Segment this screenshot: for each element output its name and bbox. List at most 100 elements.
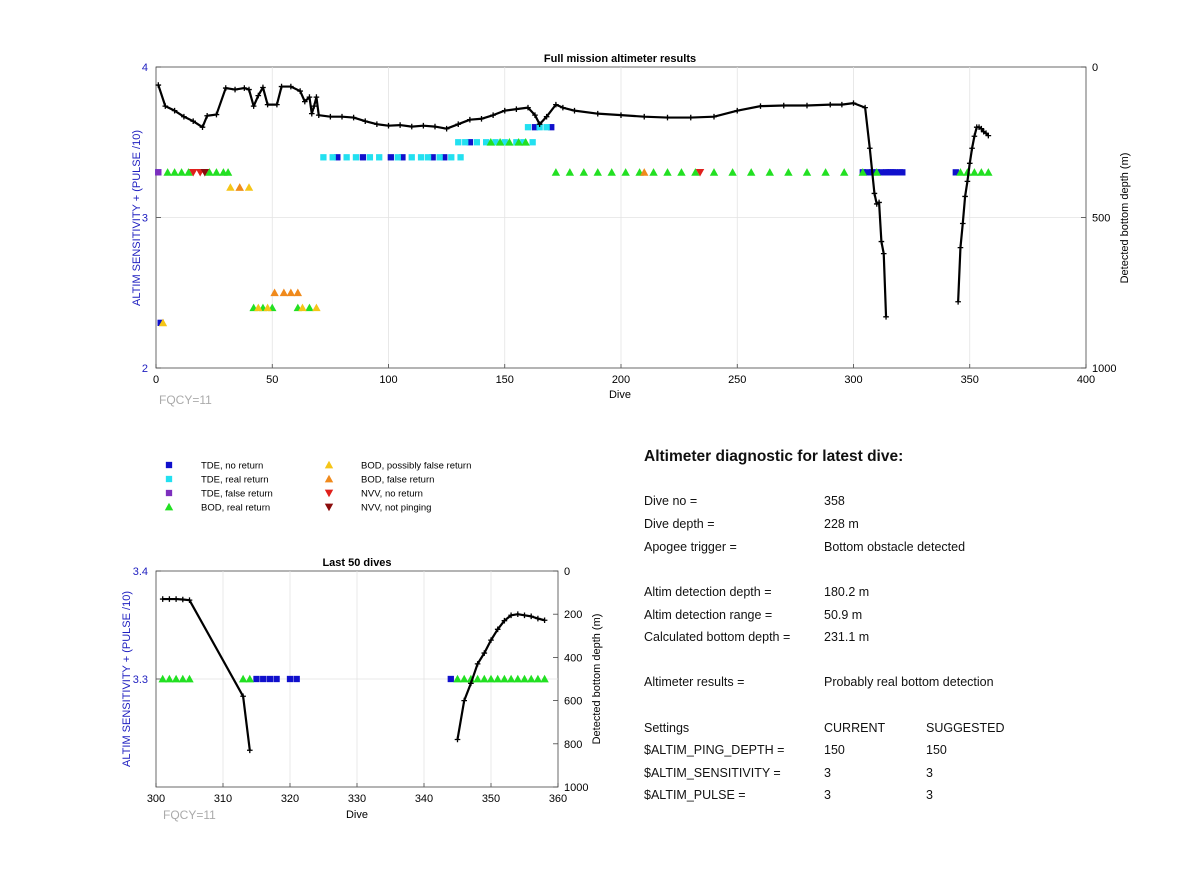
bod-real-return-marker (784, 168, 793, 176)
x-tick-label: 320 (281, 793, 299, 805)
bod-real-return-marker (621, 168, 630, 176)
diag-label: Calculated bottom depth = (644, 630, 791, 644)
setting-suggested: 150 (926, 743, 947, 757)
legend-label: TDE, real return (201, 475, 269, 486)
tde-real-return-marker (462, 139, 469, 146)
bod-false-return-marker (293, 288, 303, 297)
tde-no-return-marker (260, 675, 267, 683)
bod-real-return-marker (460, 674, 469, 683)
depth-point (880, 250, 887, 257)
bod-real-return-marker (486, 674, 496, 683)
tde-real-return-marker (408, 154, 415, 161)
nvv-no-return-marker (189, 168, 198, 177)
bod-real-return-marker (520, 674, 529, 683)
tde-no-return-marker (286, 675, 294, 683)
y-tick-label-right: 1000 (564, 782, 588, 794)
depth-point (250, 103, 257, 109)
depth-point (339, 113, 345, 120)
tde-no-return-marker (441, 154, 448, 161)
depth-point (467, 116, 473, 123)
tde-no-return-marker (864, 169, 871, 176)
depth-point (297, 88, 303, 94)
tde-real-return-marker (483, 139, 490, 146)
tde-no-return-marker (878, 169, 885, 176)
tde-real-return-marker (492, 139, 499, 146)
last50-grid (155, 570, 559, 788)
bod-real-return-marker (493, 674, 502, 683)
y-tick-label-right: 600 (564, 696, 582, 708)
y-tick-label-left: 3.4 (133, 566, 148, 578)
depth-point (515, 611, 521, 617)
bod-real-return-marker (521, 138, 530, 146)
depth-point (780, 102, 787, 109)
last50-y-tick-labels-left: 3.3 3.4 (133, 566, 148, 686)
depth-point (408, 123, 415, 130)
tde-real-return-marker (501, 139, 508, 146)
depth-point (264, 101, 271, 108)
depth-point (964, 178, 971, 185)
depth-point (501, 107, 508, 114)
bod-possibly-false-return-marker (263, 303, 272, 312)
depth-point (397, 122, 403, 128)
last50-x-axis-label: Dive (346, 809, 368, 821)
bod-real-return-marker (691, 168, 700, 176)
bod-real-return-marker (821, 168, 830, 176)
tde-no-return-marker (266, 675, 274, 683)
y-tick-label-right: 1000 (1092, 363, 1116, 375)
depth-point (488, 637, 494, 643)
setting-suggested: 3 (926, 788, 933, 802)
bod-real-return-marker (872, 168, 881, 176)
depth-point (260, 84, 266, 91)
tde-real-return-marker (436, 154, 443, 161)
tde-no-return-marker (293, 675, 300, 683)
bod-real-return-marker (709, 168, 719, 176)
tde-real-return-marker (424, 154, 432, 161)
bod-real-return-marker (177, 168, 186, 176)
depth-point (971, 133, 978, 140)
bod-real-return-marker (480, 674, 489, 683)
last50-y-tick-labels-right: 0 200 400 600 800 1000 (564, 566, 588, 794)
bod-real-return-marker (565, 168, 575, 176)
bod-real-return-marker (677, 168, 686, 176)
depth-point (173, 596, 179, 602)
depth-point (501, 617, 508, 624)
x-tick-label: 340 (415, 793, 433, 805)
depth-point (241, 85, 248, 91)
x-tick-label: 100 (379, 374, 397, 386)
y-tick-label-left: 2 (142, 363, 148, 375)
last50-y-axis-label-left: ALTIM SENSITIVITY + (PULSE /10) (121, 591, 133, 767)
bod-real-return-marker (963, 168, 972, 176)
depth-point (883, 314, 889, 320)
tde-no-return-marker (399, 154, 406, 161)
depth-point (274, 101, 280, 108)
legend-label: BOD, false return (361, 475, 434, 486)
bod-real-return-marker (663, 168, 672, 176)
bod-real-return-marker (533, 674, 543, 683)
tde-no-return-marker (273, 675, 280, 683)
legend-marker-bod-real-return (164, 502, 174, 511)
diag-label: Altimeter results = (644, 675, 745, 689)
setting-label: $ALTIM_PING_DEPTH = (644, 743, 785, 757)
tde-real-return-marker (417, 154, 425, 161)
main-depth-series (155, 82, 992, 320)
legend-marker-bod-false-return (324, 474, 334, 483)
x-tick-label: 300 (147, 793, 165, 805)
depth-point (362, 118, 369, 124)
bod-possibly-false-return-marker (244, 183, 254, 191)
depth-point (978, 125, 985, 132)
diag-label: Dive no = (644, 494, 698, 508)
bod-possibly-false-return-marker (298, 303, 307, 312)
setting-suggested: 3 (926, 766, 933, 780)
depth-point (521, 612, 528, 619)
depth-point (513, 106, 520, 112)
depth-point (957, 244, 964, 251)
legend-marker-nvv-no-return (324, 489, 334, 498)
x-tick-label: 400 (1077, 374, 1095, 386)
bod-real-return-marker (500, 674, 509, 683)
legend-label: NVV, not pinging (361, 503, 431, 514)
tde-no-return-marker (531, 124, 539, 131)
bod-possibly-false-return-marker (254, 303, 263, 312)
depth-point (350, 114, 357, 121)
diag-value: 50.9 m (824, 608, 863, 622)
